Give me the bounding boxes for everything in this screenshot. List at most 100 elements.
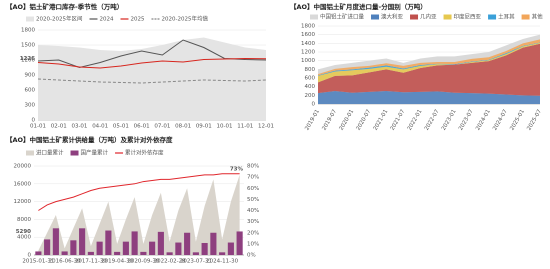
stacked-area xyxy=(318,91,540,104)
legend-label: 国产量累计 xyxy=(81,149,109,157)
legend-swatch xyxy=(443,14,452,20)
line xyxy=(37,57,267,69)
x-tick-label: 2024-11-30 xyxy=(206,259,238,265)
y-tick-label: 20000 xyxy=(14,164,32,170)
x-tick-label: 2024-01 xyxy=(475,109,492,132)
bar xyxy=(236,231,243,255)
legend-swatch xyxy=(310,14,318,20)
legend-label: 2024 xyxy=(99,17,113,23)
x-tick-label: 06-01 xyxy=(134,124,150,130)
y-tick-label: 1800 xyxy=(21,28,35,34)
x-tick-label: 09-01 xyxy=(196,124,212,130)
bar xyxy=(79,228,86,255)
x-tick-label: 2015-01-31 xyxy=(22,259,54,265)
legend-swatch xyxy=(26,16,34,22)
bar xyxy=(166,252,173,255)
y-tick-label: 900 xyxy=(25,73,36,79)
y2-tick-label: 30% xyxy=(247,219,259,225)
legend-label: 澳大利亚 xyxy=(381,13,404,21)
bar xyxy=(122,241,129,255)
x-tick-label: 2019-04-30 xyxy=(101,259,133,265)
y2-tick-label: 40% xyxy=(247,208,259,214)
y2-tick-label: 70% xyxy=(247,175,259,181)
bar xyxy=(52,228,59,255)
end-label: 73% xyxy=(230,166,244,172)
legend-swatch xyxy=(521,14,530,20)
x-tick-label: 2024-07 xyxy=(492,108,509,131)
x-tick-label: 08-01 xyxy=(175,124,191,130)
x-tick-label: 2017-11-30 xyxy=(75,259,107,265)
y-tick-label: 1500 xyxy=(21,43,35,49)
line xyxy=(38,173,240,211)
bar xyxy=(227,242,234,255)
y2-tick-label: 10% xyxy=(247,241,259,247)
bar xyxy=(44,239,51,255)
legend-swatch xyxy=(488,14,497,20)
bar xyxy=(61,251,68,255)
legend-label: 其他 xyxy=(532,13,544,21)
y-tick-label: 0 xyxy=(28,253,32,259)
x-tick-label: 2022-07 xyxy=(424,108,441,131)
y2-tick-label: 50% xyxy=(247,197,259,203)
x-tick-label: 2023-07 xyxy=(458,108,475,131)
x-tick-label: 12-01 xyxy=(258,124,274,130)
x-tick-label: 2023-07-31 xyxy=(180,259,212,265)
legend-swatch xyxy=(70,150,79,156)
x-tick-label: 2016-06-30 xyxy=(49,259,81,265)
chart-title: 【AO】铝土矿港口库存-季节性（万吨） xyxy=(6,2,123,11)
stacked-area xyxy=(318,39,540,76)
bar xyxy=(157,231,164,255)
x-tick-label: 03-01 xyxy=(71,124,87,130)
legend-label: 几内亚 xyxy=(420,13,437,21)
legend-swatch xyxy=(26,150,34,156)
x-tick-label: 2021-01 xyxy=(373,109,390,132)
end-label: 1226 xyxy=(20,56,35,62)
x-tick-label: 02-01 xyxy=(51,124,67,130)
y-tick-label: 1000 xyxy=(301,58,315,64)
x-tick-label: 2020-01 xyxy=(338,109,355,132)
bar xyxy=(219,252,226,255)
bar xyxy=(184,232,191,255)
y-tick-label: 800 xyxy=(305,67,316,73)
y-tick-label: 4000 xyxy=(17,235,31,241)
x-tick-label: 2022-01 xyxy=(407,109,424,132)
stacked-area xyxy=(318,42,540,76)
y-tick-label: 400 xyxy=(305,84,316,90)
x-tick-label: 04-01 xyxy=(92,124,108,130)
legend-label: 2025 xyxy=(130,17,144,23)
x-tick-label: 2022-02-28 xyxy=(154,259,186,265)
x-tick-label: 2025-07 xyxy=(526,108,543,131)
bar xyxy=(35,251,42,255)
bar xyxy=(175,242,182,255)
x-tick-label: 11-01 xyxy=(237,124,253,130)
y2-tick-label: 0% xyxy=(247,253,256,259)
y-tick-label: 1600 xyxy=(301,32,315,38)
x-tick-label: 05-01 xyxy=(113,124,129,130)
y-tick-label: 300 xyxy=(25,103,36,109)
y-tick-label: 200 xyxy=(305,93,316,99)
bar xyxy=(70,240,77,255)
y-tick-label: 0 xyxy=(312,102,316,108)
y-tick-label: 600 xyxy=(305,76,316,82)
legend-label: 2020-2025年区间 xyxy=(36,15,82,23)
x-tick-label: 2025-01 xyxy=(509,109,526,132)
legend-swatch xyxy=(410,14,419,20)
y2-tick-label: 60% xyxy=(247,186,259,192)
y-tick-label: 1400 xyxy=(301,41,315,47)
bar xyxy=(87,251,94,255)
y-tick-label: 8000 xyxy=(17,217,31,223)
y-tick-label: 16000 xyxy=(14,181,32,187)
chart-title: 【AO】中国铝土矿月度进口量-分国别（万吨） xyxy=(290,2,427,11)
legend-label: 进口量累计 xyxy=(36,149,64,157)
x-tick-label: 07-01 xyxy=(154,124,170,130)
y-tick-label: 1800 xyxy=(301,24,315,30)
bar xyxy=(201,242,208,255)
x-tick-label: 2019-01 xyxy=(304,109,321,132)
bar xyxy=(210,232,217,255)
bar xyxy=(114,251,121,255)
legend-label: 累计对外依存度 xyxy=(125,149,164,157)
bar xyxy=(192,252,199,255)
y-tick-label: 600 xyxy=(25,88,36,94)
y-tick-label: 0 xyxy=(32,118,36,124)
